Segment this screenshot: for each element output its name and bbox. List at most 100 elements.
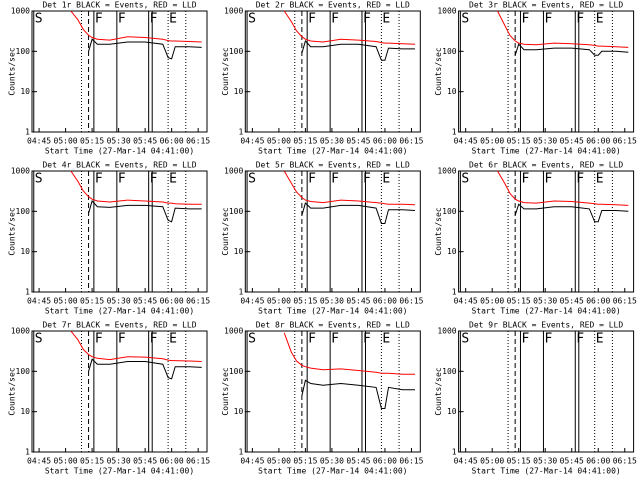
event-label: F	[576, 12, 584, 27]
series-line	[301, 40, 415, 61]
x-tick-label: 05:30	[320, 137, 344, 146]
series-line	[70, 170, 202, 205]
y-tick-label: 1	[25, 448, 30, 457]
series-line	[497, 10, 629, 48]
event-label: F	[363, 172, 371, 187]
x-axis-label: Start Time (27-Mar-14 04:41:00)	[45, 147, 194, 156]
x-tick-label: 04:45	[240, 137, 264, 146]
event-label: F	[308, 172, 316, 187]
x-tick-label: 06:15	[613, 457, 637, 466]
plot-frame	[31, 170, 208, 293]
y-tick-label: 10	[20, 87, 30, 96]
x-tick-label: 06:00	[373, 457, 397, 466]
y-tick-label: 1	[452, 128, 457, 137]
event-label: S	[248, 172, 256, 187]
plot-frame	[244, 10, 421, 133]
series-line	[88, 38, 202, 60]
y-axis-label: Counts/sec	[221, 207, 230, 255]
chart-title: Det 3r BLACK = Events, RED = LLD	[469, 1, 623, 10]
event-label: F	[544, 172, 552, 187]
x-tick-label: 06:00	[160, 297, 184, 306]
x-tick-label: 05:15	[80, 457, 104, 466]
series-line	[497, 170, 629, 206]
event-label: E	[596, 332, 604, 347]
event-label: S	[248, 332, 256, 347]
plot-frame	[31, 330, 208, 453]
event-label: S	[35, 332, 43, 347]
y-tick-label: 10	[234, 247, 244, 256]
y-axis-label: Counts/sec	[8, 207, 17, 255]
panel: Det 1r BLACK = Events, RED = LLD Start Ti…	[8, 1, 211, 156]
chart-title: Det 5r BLACK = Events, RED = LLD	[256, 161, 410, 170]
event-label: F	[331, 332, 339, 347]
y-tick-label: 100	[442, 47, 457, 56]
x-tick-label: 04:45	[454, 297, 478, 306]
x-tick-label: 05:45	[133, 137, 157, 146]
chart-title: Det 2r BLACK = Events, RED = LLD	[256, 1, 410, 10]
y-tick-label: 100	[442, 367, 457, 376]
x-tick-label: 05:15	[293, 297, 317, 306]
y-tick-label: 10	[20, 247, 30, 256]
event-label: F	[331, 172, 339, 187]
y-tick-label: 100	[229, 207, 244, 216]
series-line	[283, 10, 416, 45]
y-axis-label: Counts/sec	[221, 47, 230, 95]
event-label: E	[382, 172, 390, 187]
event-label: F	[576, 172, 584, 187]
series-line	[301, 379, 415, 409]
y-tick-label: 10	[234, 87, 244, 96]
event-label: F	[521, 172, 529, 187]
x-tick-label: 06:15	[186, 137, 210, 146]
event-label: F	[308, 12, 316, 27]
x-tick-label: 05:30	[533, 457, 557, 466]
x-tick-label: 05:45	[560, 457, 584, 466]
event-label: F	[150, 12, 158, 27]
x-tick-label: 05:30	[320, 297, 344, 306]
event-label: F	[118, 12, 126, 27]
event-label: S	[461, 172, 469, 187]
plot-frame	[244, 330, 421, 453]
chart-title: Det 1r BLACK = Events, RED = LLD	[42, 1, 196, 10]
series-line	[88, 358, 202, 380]
series-line	[70, 330, 202, 362]
x-tick-label: 06:15	[186, 297, 210, 306]
x-axis-label: Start Time (27-Mar-14 04:41:00)	[45, 467, 194, 476]
x-tick-label: 04:45	[27, 297, 51, 306]
y-tick-label: 10	[20, 407, 30, 416]
x-tick-label: 06:00	[586, 297, 610, 306]
x-axis-label: Start Time (27-Mar-14 04:41:00)	[471, 307, 620, 316]
x-tick-label: 05:15	[507, 137, 531, 146]
event-label: S	[461, 12, 469, 27]
y-tick-label: 100	[229, 367, 244, 376]
plot-frame	[244, 170, 421, 293]
x-tick-label: 05:15	[80, 297, 104, 306]
x-tick-label: 06:00	[160, 137, 184, 146]
x-tick-label: 05:30	[533, 137, 557, 146]
x-tick-label: 06:00	[586, 457, 610, 466]
chart-title: Det 9r BLACK = Events, RED = LLD	[469, 321, 623, 330]
chart-title: Det 7r BLACK = Events, RED = LLD	[42, 321, 196, 330]
event-label: S	[35, 172, 43, 187]
y-axis-label: Counts/sec	[434, 47, 443, 95]
x-tick-label: 05:45	[133, 457, 157, 466]
plot-frame	[458, 330, 635, 453]
event-label: E	[169, 12, 177, 27]
x-tick-label: 05:00	[480, 137, 504, 146]
chart-title: Det 4r BLACK = Events, RED = LLD	[42, 161, 196, 170]
y-axis-label: Counts/sec	[8, 367, 17, 415]
x-tick-label: 06:00	[160, 457, 184, 466]
y-tick-label: 10	[447, 87, 457, 96]
x-tick-label: 05:00	[480, 457, 504, 466]
x-axis-label: Start Time (27-Mar-14 04:41:00)	[471, 467, 620, 476]
event-label: F	[118, 172, 126, 187]
event-label: F	[95, 172, 103, 187]
y-tick-label: 1	[25, 288, 30, 297]
chart-title: Det 8r BLACK = Events, RED = LLD	[256, 321, 410, 330]
x-tick-label: 06:15	[613, 297, 637, 306]
y-tick-label: 10	[234, 407, 244, 416]
event-label: S	[461, 332, 469, 347]
x-axis-label: Start Time (27-Mar-14 04:41:00)	[471, 147, 620, 156]
event-label: E	[169, 332, 177, 347]
